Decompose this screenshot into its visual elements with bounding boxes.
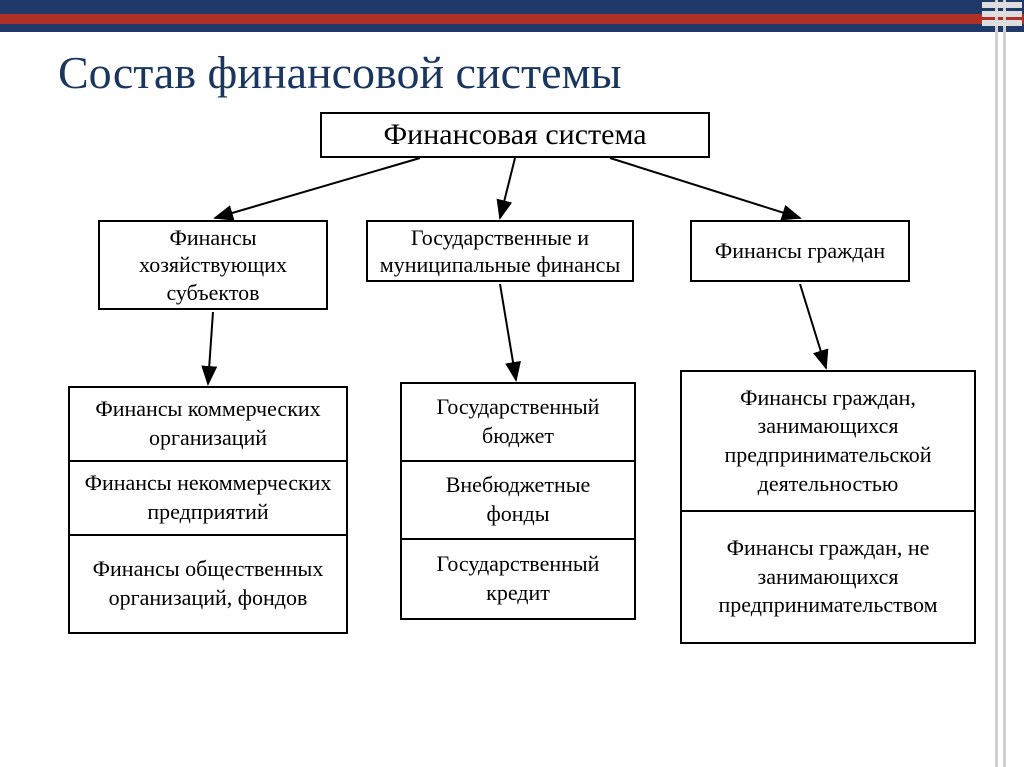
node-level2-b: Государственные и муниципальные финансы <box>366 220 634 282</box>
stack-a-item: Финансы некоммерческих предприятий <box>70 462 346 536</box>
decor-vline <box>1003 0 1006 767</box>
stack-c-item: Финансы граждан, занимающихся предприним… <box>682 372 974 512</box>
stack-b: Государственный бюджет Внебюджетные фонд… <box>400 382 636 620</box>
stack-c-item: Финансы граждан, не занимающихся предпри… <box>682 512 974 642</box>
decor-band-red <box>0 14 1024 24</box>
page-title: Состав финансовой системы <box>58 46 622 99</box>
decor-band-navy <box>0 0 1024 14</box>
decor-vline <box>995 0 998 767</box>
stack-a-item: Финансы коммерческих организаций <box>70 388 346 462</box>
root-node: Финансовая система <box>320 112 710 158</box>
stack-b-item: Внебюджетные фонды <box>402 462 634 540</box>
stack-c: Финансы граждан, занимающихся предприним… <box>680 370 976 644</box>
stack-b-item: Государственный кредит <box>402 540 634 618</box>
node-level2-a: Финансы хозяйствующих субъектов <box>98 220 328 310</box>
stack-a-item: Финансы общественных организаций, фондов <box>70 536 346 632</box>
decor-band-navy2 <box>0 24 1024 32</box>
stack-b-item: Государственный бюджет <box>402 384 634 462</box>
stack-a: Финансы коммерческих организаций Финансы… <box>68 386 348 634</box>
decor-corner-stripes <box>982 2 1022 42</box>
node-level2-c: Финансы граждан <box>690 220 910 282</box>
